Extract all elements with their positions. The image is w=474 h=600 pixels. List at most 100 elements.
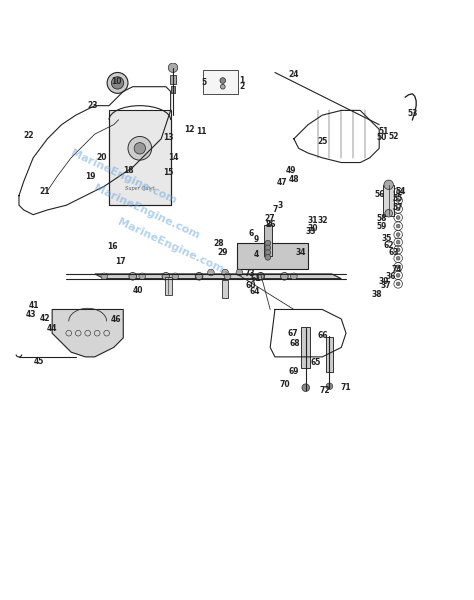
Text: 30: 30 — [308, 224, 318, 233]
Text: 17: 17 — [116, 257, 126, 266]
Text: 6: 6 — [248, 229, 254, 238]
Circle shape — [265, 250, 271, 256]
Text: 59: 59 — [376, 222, 387, 231]
Text: 26: 26 — [265, 220, 275, 229]
Circle shape — [257, 272, 264, 280]
Text: 67: 67 — [288, 329, 298, 338]
FancyBboxPatch shape — [165, 277, 172, 295]
Circle shape — [396, 240, 400, 244]
Text: 36: 36 — [386, 272, 396, 281]
Circle shape — [302, 384, 310, 391]
Text: 41: 41 — [29, 301, 39, 310]
Text: 66: 66 — [317, 331, 328, 340]
Text: 12: 12 — [184, 125, 195, 134]
Circle shape — [220, 77, 226, 83]
Text: 38: 38 — [372, 290, 382, 299]
Text: 70: 70 — [279, 380, 290, 389]
Text: 58: 58 — [376, 214, 387, 223]
Text: 51: 51 — [379, 127, 389, 136]
Text: 64: 64 — [250, 287, 260, 296]
Circle shape — [396, 256, 400, 260]
Text: 39: 39 — [379, 277, 389, 286]
Circle shape — [385, 209, 392, 217]
Text: 29: 29 — [218, 248, 228, 257]
Text: 13: 13 — [163, 133, 173, 142]
Polygon shape — [95, 274, 341, 278]
Text: 53: 53 — [407, 109, 418, 118]
Text: MarineEngine.com: MarineEngine.com — [116, 217, 225, 274]
Circle shape — [195, 272, 203, 280]
Text: 52: 52 — [388, 132, 399, 141]
Text: 18: 18 — [123, 166, 133, 175]
Text: 8: 8 — [265, 220, 271, 229]
Text: 24: 24 — [289, 70, 299, 79]
Text: 22: 22 — [23, 131, 34, 140]
Circle shape — [224, 273, 231, 280]
Polygon shape — [109, 110, 171, 205]
Polygon shape — [52, 310, 123, 357]
Circle shape — [172, 273, 179, 280]
Circle shape — [208, 269, 214, 276]
FancyBboxPatch shape — [170, 75, 176, 85]
Text: 33: 33 — [305, 227, 316, 236]
Text: 44: 44 — [47, 324, 57, 333]
Text: 27: 27 — [264, 214, 274, 223]
Text: 49: 49 — [285, 166, 296, 175]
Circle shape — [384, 180, 393, 190]
Text: 55: 55 — [392, 194, 402, 203]
Circle shape — [196, 273, 202, 280]
FancyBboxPatch shape — [264, 226, 272, 256]
FancyBboxPatch shape — [222, 280, 228, 298]
Text: 60: 60 — [246, 281, 256, 290]
Text: 73: 73 — [245, 269, 255, 278]
Circle shape — [396, 199, 400, 202]
Text: 34: 34 — [296, 248, 306, 257]
Text: 10: 10 — [111, 77, 121, 86]
Text: 63: 63 — [388, 248, 399, 257]
Circle shape — [265, 245, 271, 251]
Circle shape — [139, 273, 146, 280]
Circle shape — [396, 224, 400, 228]
Circle shape — [162, 272, 170, 280]
Circle shape — [281, 272, 288, 280]
Text: 50: 50 — [376, 133, 387, 142]
Text: 46: 46 — [111, 316, 121, 325]
Text: 31: 31 — [308, 216, 318, 225]
Circle shape — [168, 63, 178, 73]
Circle shape — [396, 190, 400, 194]
Text: 3: 3 — [277, 200, 283, 210]
Circle shape — [111, 77, 124, 89]
Text: 14: 14 — [168, 153, 178, 162]
Text: MarineEngine.com: MarineEngine.com — [92, 184, 201, 241]
Text: Super Quiet: Super Quiet — [125, 186, 155, 191]
Text: 32: 32 — [317, 216, 328, 225]
Text: 62: 62 — [383, 241, 394, 250]
Text: 35: 35 — [381, 234, 392, 243]
Text: 54: 54 — [395, 187, 406, 196]
Circle shape — [396, 265, 400, 269]
FancyBboxPatch shape — [301, 327, 310, 368]
Text: 71: 71 — [341, 383, 351, 392]
FancyBboxPatch shape — [383, 185, 394, 216]
Circle shape — [396, 248, 400, 251]
Circle shape — [134, 143, 146, 154]
Text: 19: 19 — [85, 172, 95, 181]
Circle shape — [101, 273, 108, 280]
FancyBboxPatch shape — [171, 86, 175, 92]
Circle shape — [396, 207, 400, 211]
Circle shape — [257, 273, 264, 280]
Text: 42: 42 — [40, 314, 50, 323]
Circle shape — [129, 272, 137, 280]
Text: 7: 7 — [272, 205, 278, 214]
Circle shape — [236, 269, 243, 276]
Circle shape — [396, 215, 400, 220]
Text: 43: 43 — [26, 310, 36, 319]
Text: 37: 37 — [381, 281, 392, 290]
Circle shape — [396, 282, 400, 286]
Text: 56: 56 — [374, 190, 384, 199]
Text: 61: 61 — [251, 274, 261, 283]
Circle shape — [222, 269, 228, 276]
Circle shape — [396, 274, 400, 277]
Text: MarineEngine.com: MarineEngine.com — [69, 148, 178, 206]
Text: 9: 9 — [253, 235, 259, 244]
